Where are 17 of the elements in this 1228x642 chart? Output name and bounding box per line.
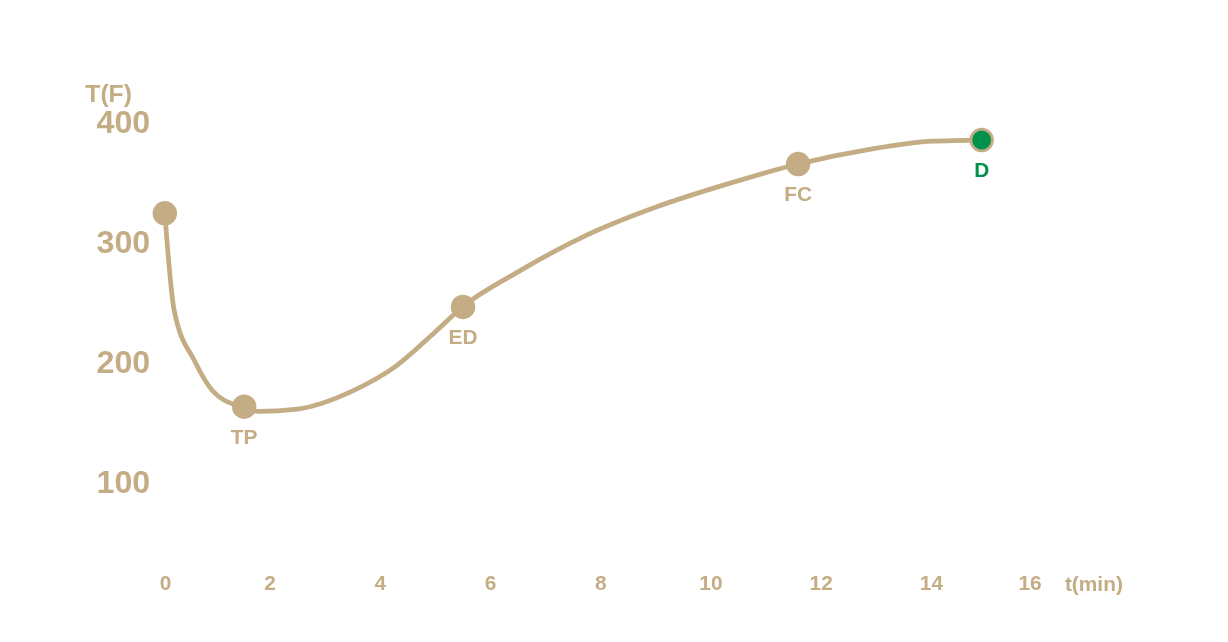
data-label: D	[974, 157, 990, 181]
x-tick-label: 2	[264, 571, 276, 595]
x-tick-label: 14	[919, 571, 944, 595]
x-tick-label: 10	[699, 571, 723, 595]
x-tick-label: 12	[809, 571, 833, 595]
y-tick-label: 300	[96, 224, 151, 261]
x-tick-label: 4	[374, 571, 387, 595]
x-tick-label: 6	[484, 571, 497, 595]
y-tick-label: 100	[96, 464, 151, 501]
data-label: FC	[784, 182, 813, 206]
x-tick-label: 8	[594, 571, 607, 595]
data-label: TP	[230, 424, 258, 448]
x-axis-title: t(min)	[1064, 571, 1123, 595]
x-tick-label: 16	[1018, 571, 1042, 595]
data-label: ED	[448, 324, 478, 348]
y-tick-label: 200	[96, 344, 151, 381]
x-tick-label: 0	[159, 571, 172, 595]
